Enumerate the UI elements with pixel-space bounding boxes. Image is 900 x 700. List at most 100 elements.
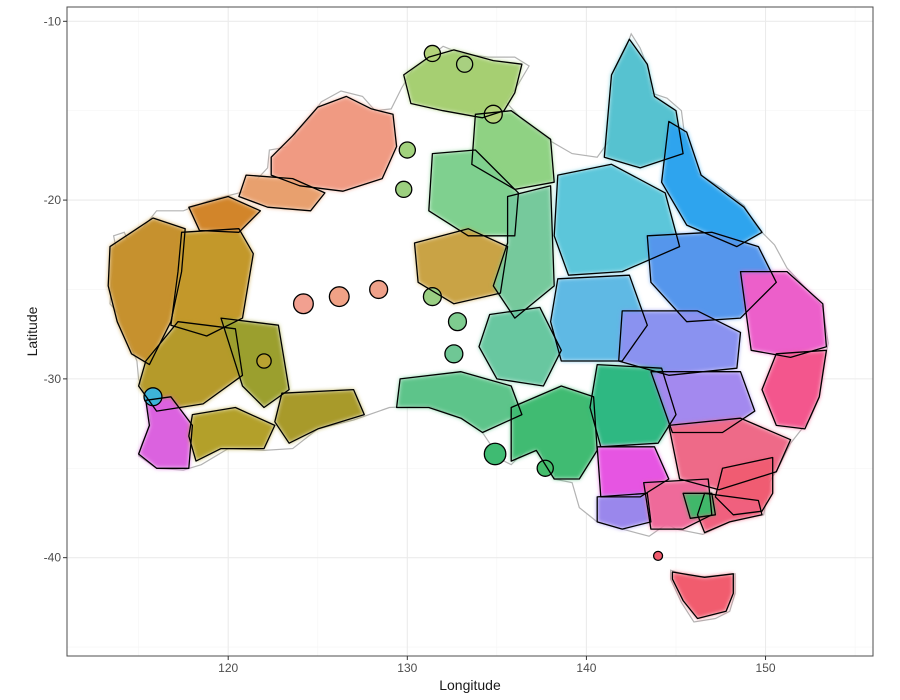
x-axis-ticks: 120 130 140 150 bbox=[218, 656, 776, 675]
region-sa-north bbox=[479, 307, 562, 386]
region-qld-coast-north bbox=[661, 121, 762, 247]
blob-border-tas-king bbox=[652, 550, 664, 561]
region-nt-alice bbox=[414, 228, 508, 304]
region-fills bbox=[108, 39, 827, 619]
region-nsw-north-coast bbox=[762, 350, 827, 429]
region-qld-southeast bbox=[740, 271, 827, 358]
region-vic-mallee-green bbox=[683, 493, 716, 519]
region-wa-southern-inland bbox=[138, 321, 243, 412]
region-qld-north bbox=[604, 39, 684, 168]
region-border-qld-darling-downs bbox=[618, 310, 742, 376]
blob-desert-blob-4 bbox=[256, 353, 272, 369]
x-axis-title: Longitude bbox=[439, 677, 501, 693]
region-border-wa-southwest bbox=[137, 396, 194, 469]
region-nsw-west bbox=[590, 364, 676, 447]
blob-nt-island-5 bbox=[395, 181, 412, 198]
blob-sa-blob-1 bbox=[423, 287, 442, 306]
region-border-nt-top-end bbox=[403, 49, 523, 119]
region-nsw-central-west bbox=[650, 371, 755, 433]
x-tick-label: 150 bbox=[756, 661, 776, 675]
region-qld-darling-downs bbox=[618, 310, 741, 376]
region-border-qld-coast-north bbox=[660, 120, 763, 248]
region-kimberley bbox=[271, 96, 397, 192]
blob-border-nt-island-2 bbox=[455, 55, 474, 73]
blob-nt-island-2 bbox=[456, 56, 473, 73]
region-tasmania bbox=[672, 572, 734, 619]
region-border-nt-east-corridor bbox=[492, 185, 555, 319]
region-border-nsw-south-coast bbox=[714, 456, 774, 516]
region-border-sa-north bbox=[478, 306, 562, 387]
y-tick-label: -10 bbox=[44, 14, 62, 28]
blob-border-desert-blob-4 bbox=[256, 353, 272, 369]
region-border-vic-northwest bbox=[596, 446, 670, 498]
region-border-tasmania bbox=[671, 571, 734, 620]
region-border-wa-south-coast bbox=[188, 406, 276, 462]
x-tick-label: 120 bbox=[218, 661, 238, 675]
region-border-sa-nullarbor bbox=[395, 371, 523, 434]
region-sa-southeast bbox=[511, 386, 598, 479]
blob-desert-blob-2 bbox=[369, 280, 388, 299]
panel-border bbox=[66, 6, 874, 657]
blob-border-desert-blob-1 bbox=[328, 286, 350, 308]
blob-tas-king bbox=[653, 551, 663, 561]
blob-border-sa-blob-3 bbox=[444, 344, 464, 364]
region-border-nsw-west bbox=[589, 363, 677, 448]
blob-border-desert-blob-3 bbox=[292, 293, 314, 315]
blob-border-desert-blob-2 bbox=[369, 279, 389, 300]
blob-sa-blob-2 bbox=[448, 312, 467, 331]
region-nt-top-end bbox=[403, 49, 522, 118]
blob-border-nt-island-4 bbox=[398, 141, 417, 159]
blob-nt-island-4 bbox=[399, 141, 416, 159]
blob-desert-blob-3 bbox=[293, 293, 314, 314]
blob-desert-blob-1 bbox=[329, 286, 350, 307]
y-axis-ticks: -10 -20 -30 -40 bbox=[44, 14, 67, 565]
blob-wa-albany bbox=[144, 387, 162, 406]
blob-border-sa-yorke bbox=[536, 459, 554, 477]
blob-border-nt-island-5 bbox=[395, 180, 413, 199]
region-wa-pilbara-north bbox=[188, 196, 261, 233]
region-border-nsw-central-west bbox=[650, 371, 756, 434]
x-tick-label: 140 bbox=[576, 661, 596, 675]
region-border-kimberley bbox=[270, 95, 398, 192]
region-border-nt-gulf bbox=[471, 110, 555, 191]
y-tick-label: -40 bbox=[44, 551, 62, 565]
blob-border-wa-albany bbox=[143, 387, 163, 407]
region-border-kimberley-south bbox=[238, 174, 326, 212]
region-border-wa-pilbara-north bbox=[188, 195, 262, 233]
blob-border-sa-blob-2 bbox=[447, 312, 468, 332]
region-wa-goldfields bbox=[221, 318, 290, 408]
y-tick-label: -30 bbox=[44, 372, 62, 386]
region-border-nt-central bbox=[428, 149, 520, 237]
blob-border-nt-island-3 bbox=[483, 104, 503, 124]
region-border-nsw-central bbox=[668, 417, 792, 491]
y-tick-label: -20 bbox=[44, 193, 62, 207]
region-border-wa-southern-inland bbox=[137, 321, 244, 412]
region-border-qld-central-east bbox=[646, 231, 777, 323]
region-wa-eucla bbox=[274, 389, 365, 444]
region-border-nt-alice bbox=[413, 228, 509, 305]
y-axis-title: Latitude bbox=[24, 306, 40, 356]
blob-border-sa-spencer bbox=[483, 442, 507, 466]
region-border-sa-southeast bbox=[510, 385, 598, 480]
region-border-qld-southwest bbox=[549, 274, 648, 362]
blob-border-sa-blob-1 bbox=[422, 287, 442, 307]
region-border-vic-west bbox=[596, 492, 652, 530]
blob-sa-blob-3 bbox=[444, 344, 463, 363]
region-border-wa-eucla bbox=[274, 388, 365, 444]
region-sa-nullarbor bbox=[396, 371, 522, 433]
region-border-vic-gippsland bbox=[696, 492, 763, 534]
region-border-wa-goldfields bbox=[220, 317, 290, 409]
blob-border-nt-island-1 bbox=[423, 44, 442, 63]
region-border-vic-central bbox=[643, 478, 713, 530]
region-wa-west-coast bbox=[108, 218, 186, 365]
blob-sa-spencer bbox=[484, 443, 506, 465]
region-borders bbox=[107, 38, 828, 620]
region-border-qld-north bbox=[603, 38, 684, 169]
region-border-qld-southeast bbox=[739, 270, 828, 359]
region-border-qld-central bbox=[553, 163, 681, 276]
region-border-vic-mallee-green bbox=[682, 492, 717, 519]
region-nt-east-corridor bbox=[493, 185, 555, 319]
region-vic-west bbox=[597, 493, 651, 530]
region-wa-southwest bbox=[138, 396, 193, 469]
